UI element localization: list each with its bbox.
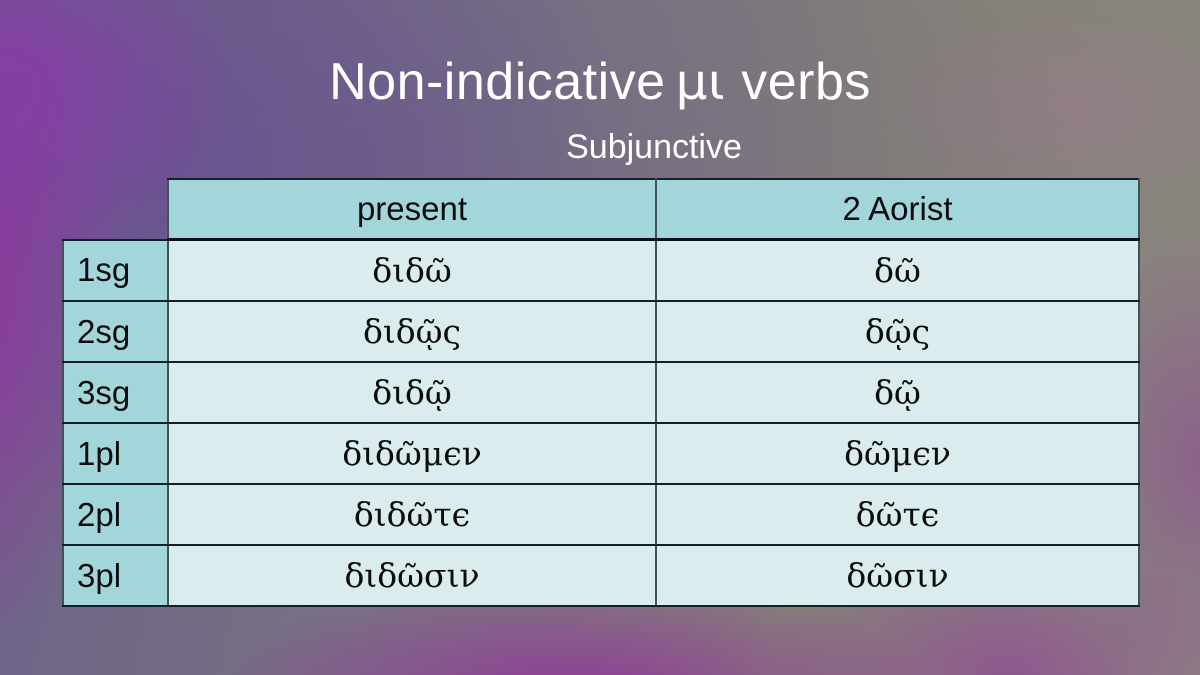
table-row: 1sg διδῶ δῶ: [62, 238, 1140, 302]
aorist-form-cell: δῶσιν: [655, 544, 1140, 607]
table-row: 1pl διδῶμϵν δῶμϵν: [62, 422, 1140, 485]
slide-subtitle: Subjunctive: [0, 128, 1200, 167]
title-suffix: verbs: [741, 53, 871, 111]
title-greek-mi: μι: [675, 53, 726, 111]
present-form-cell: διδῶμϵν: [167, 422, 657, 485]
row-label-cell: 1pl: [62, 422, 169, 485]
present-form-cell: διδῶ: [167, 238, 657, 302]
corner-empty-cell: [63, 179, 168, 240]
aorist-form-cell: δῶτϵ: [655, 483, 1140, 546]
present-form-cell: διδῷς: [167, 300, 657, 363]
column-header-present: present: [167, 178, 657, 241]
column-header-aorist: 2 Aorist: [655, 178, 1140, 241]
table-row: 2sg διδῷς δῷς: [62, 300, 1140, 363]
row-label-cell: 3sg: [62, 361, 169, 424]
subtitle-text: Subjunctive: [566, 128, 742, 166]
table-row: 3sg διδῷ δῷ: [62, 361, 1140, 424]
slide-title: Non-indicative μι verbs: [0, 53, 1200, 111]
paradigm-table: present 2 Aorist 1sg διδῶ δῶ 2sg διδῷς δ…: [62, 178, 1140, 607]
row-label-cell: 2sg: [62, 300, 169, 363]
table-row: 2pl διδῶτϵ δῶτϵ: [62, 483, 1140, 546]
present-form-cell: διδῶσιν: [167, 544, 657, 607]
aorist-form-cell: δῷς: [655, 300, 1140, 363]
table-row: 3pl διδῶσιν δῶσιν: [62, 544, 1140, 607]
aorist-form-cell: δῶμϵν: [655, 422, 1140, 485]
aorist-form-cell: δῷ: [655, 361, 1140, 424]
header-row: present 2 Aorist: [63, 178, 1140, 241]
row-label-cell: 2pl: [62, 483, 169, 546]
row-label-cell: 3pl: [62, 544, 169, 607]
title-prefix: Non-indicative: [329, 53, 666, 111]
aorist-form-cell: δῶ: [655, 238, 1140, 302]
row-label-cell: 1sg: [62, 238, 169, 302]
present-form-cell: διδῶτϵ: [167, 483, 657, 546]
present-form-cell: διδῷ: [167, 361, 657, 424]
